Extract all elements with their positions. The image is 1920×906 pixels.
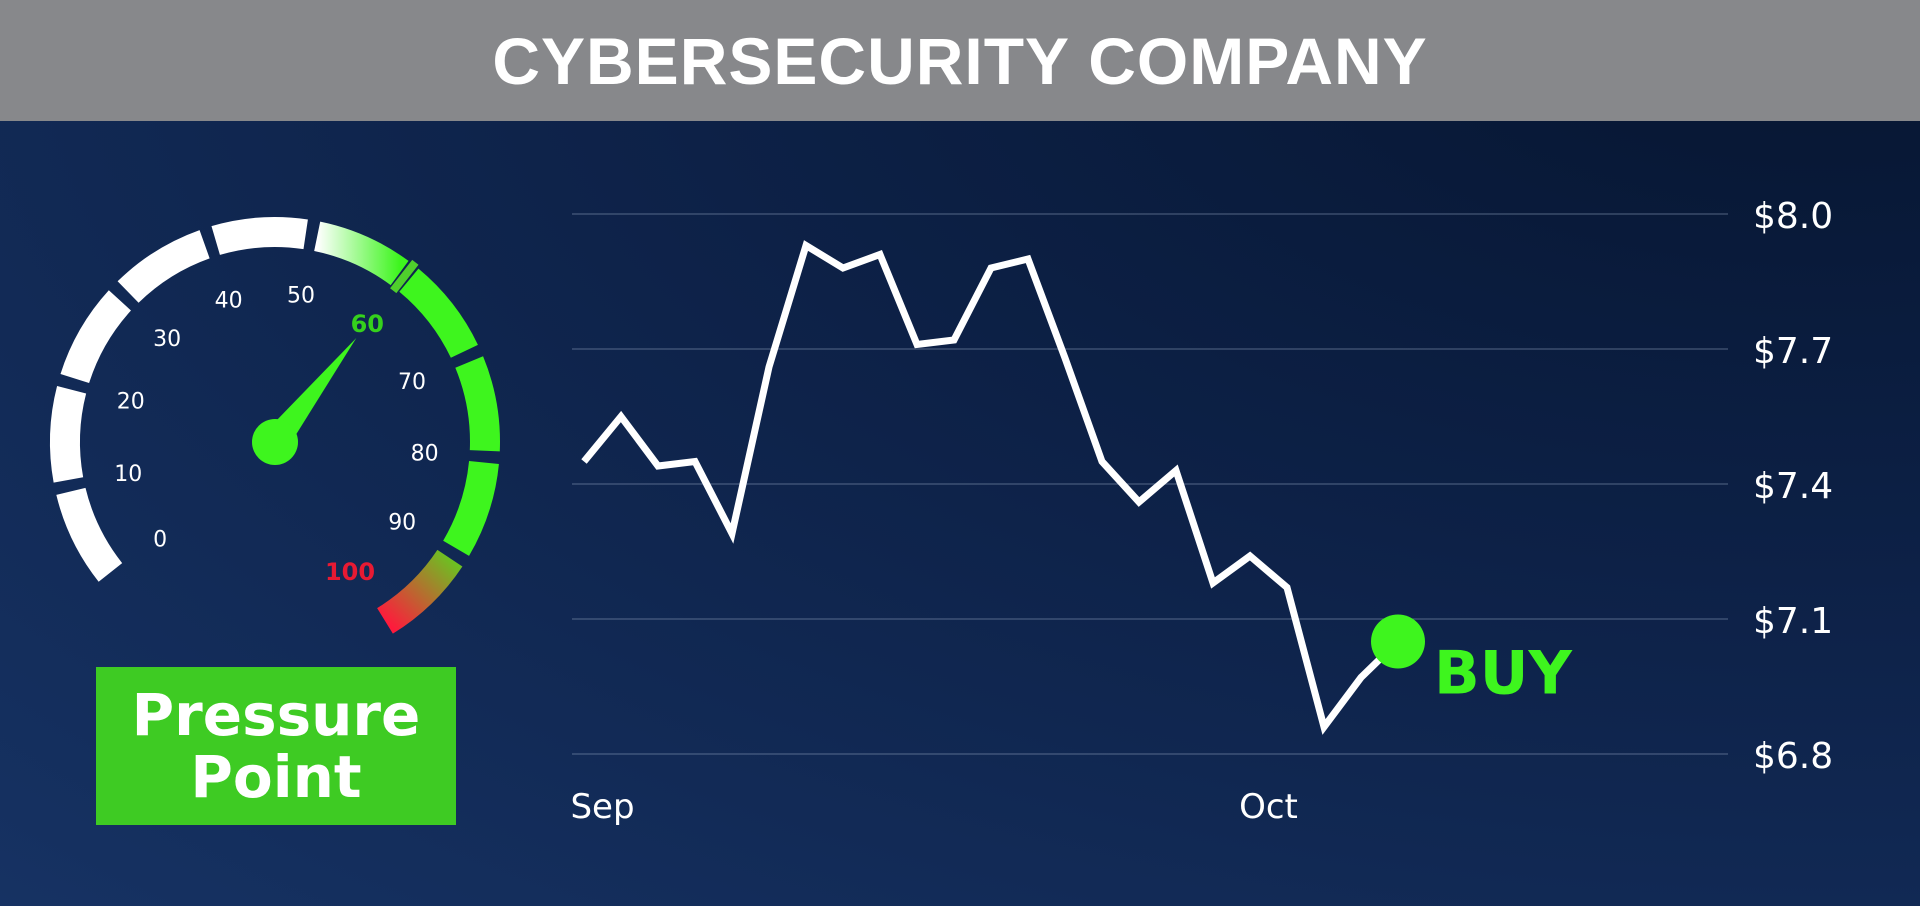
gauge-tick-label: 70 <box>398 370 426 395</box>
gauge-segment <box>117 230 210 303</box>
gauge-segment <box>376 549 463 634</box>
x-tick-label: Oct <box>1239 787 1298 827</box>
pressure-gauge: 0 10 20 30 40 50 60 70 80 90 100 <box>50 217 500 634</box>
gauge-tick-label: 0 <box>153 527 167 552</box>
gauge-tick-label: 80 <box>411 442 439 467</box>
badge-line-1: Pressure <box>131 681 421 749</box>
gauge-segment <box>211 217 308 255</box>
x-tick-label: Sep <box>570 787 634 827</box>
header-bar: CYBERSECURITY COMPANY <box>0 0 1920 121</box>
price-line <box>581 240 1401 735</box>
gauge-tick-label: 100 <box>325 558 375 586</box>
y-tick-label: $8.0 <box>1753 196 1833 237</box>
gauge-segment <box>50 386 87 483</box>
gauge-tick-label: 60 <box>351 310 384 338</box>
gauge-tick-label: 40 <box>215 288 243 313</box>
gauge-segment <box>313 221 409 286</box>
gauge-tick-label: 90 <box>388 511 416 536</box>
y-tick-label: $7.1 <box>1753 601 1833 642</box>
gauge-segment <box>455 356 500 452</box>
gauge-tick-label: 20 <box>117 390 145 415</box>
buy-label: BUY <box>1434 639 1573 709</box>
page-title: CYBERSECURITY COMPANY <box>492 23 1428 98</box>
buy-marker <box>1371 614 1425 669</box>
pressure-point-badge: Pressure Point <box>96 667 456 825</box>
y-tick-label: $7.7 <box>1753 331 1833 372</box>
gauge-value-marker <box>390 259 419 294</box>
gauge-segment <box>399 268 478 359</box>
y-tick-label: $7.4 <box>1753 466 1833 507</box>
gauge-hub <box>252 419 298 465</box>
gauge-tick-label: 50 <box>287 283 315 308</box>
gauge-tick-label: 10 <box>114 462 142 487</box>
gauge-tick-label: 30 <box>153 327 181 352</box>
y-tick-label: $6.8 <box>1753 736 1833 777</box>
gauge-segment <box>56 487 123 582</box>
price-chart: $8.0 $7.7 $7.4 $7.1 $6.8 Sep Oct BUY <box>570 196 1833 827</box>
badge-line-2: Point <box>190 743 362 811</box>
gauge-segment <box>60 290 132 384</box>
gauge-segment <box>443 460 499 556</box>
